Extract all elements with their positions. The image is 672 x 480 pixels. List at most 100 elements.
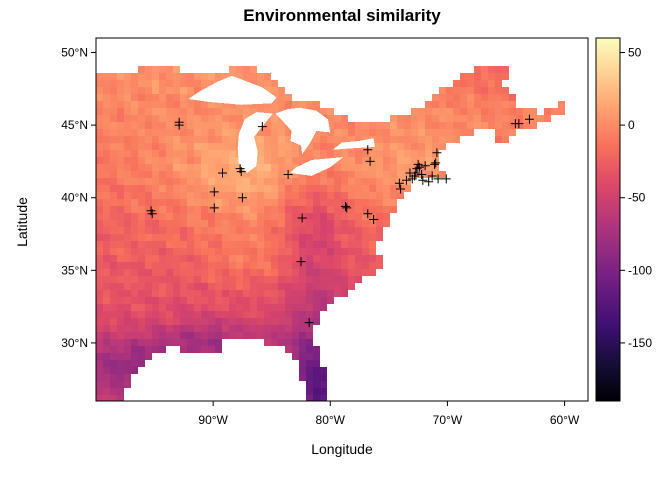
raster-cell	[327, 122, 334, 129]
raster-cell	[96, 304, 103, 311]
raster-cell	[166, 199, 173, 206]
chart-title: Environmental similarity	[243, 6, 441, 25]
raster-cell	[271, 297, 278, 304]
raster-cell	[404, 157, 411, 164]
raster-cell	[250, 178, 257, 185]
raster-cell	[96, 192, 103, 199]
raster-cell	[362, 227, 369, 234]
raster-cell	[208, 199, 215, 206]
raster-cell	[201, 241, 208, 248]
raster-cell	[117, 178, 124, 185]
raster-cell	[187, 304, 194, 311]
raster-cell	[404, 115, 411, 122]
raster-cell	[131, 220, 138, 227]
raster-cell	[341, 213, 348, 220]
raster-cell	[341, 171, 348, 178]
raster-cell	[306, 241, 313, 248]
raster-cell	[201, 143, 208, 150]
raster-cell	[131, 311, 138, 318]
raster-cell	[243, 171, 250, 178]
raster-cell	[194, 115, 201, 122]
raster-cell	[173, 297, 180, 304]
raster-cell	[166, 213, 173, 220]
raster-cell	[96, 283, 103, 290]
raster-cell	[96, 290, 103, 297]
raster-cell	[124, 220, 131, 227]
raster-cell	[138, 66, 145, 73]
raster-cell	[229, 304, 236, 311]
raster-cell	[124, 234, 131, 241]
raster-cell	[173, 325, 180, 332]
raster-cell	[264, 241, 271, 248]
raster-cell	[341, 178, 348, 185]
raster-cell	[117, 269, 124, 276]
raster-cell	[467, 122, 474, 129]
raster-cell	[194, 192, 201, 199]
raster-cell	[453, 108, 460, 115]
y-tick-label: 35°N	[61, 263, 88, 277]
raster-cell	[131, 227, 138, 234]
raster-cell	[117, 276, 124, 283]
raster-cell	[138, 108, 145, 115]
raster-cell	[173, 80, 180, 87]
raster-cell	[159, 262, 166, 269]
raster-cell	[194, 136, 201, 143]
raster-cell	[187, 136, 194, 143]
raster-cell	[530, 122, 537, 129]
raster-cell	[138, 87, 145, 94]
raster-cell	[320, 374, 327, 381]
raster-cell	[173, 171, 180, 178]
raster-cell	[138, 73, 145, 80]
raster-cell	[334, 129, 341, 136]
x-tick-label: 80°W	[316, 413, 346, 427]
raster-cell	[348, 276, 355, 283]
raster-cell	[124, 129, 131, 136]
raster-cell	[96, 143, 103, 150]
raster-cell	[180, 185, 187, 192]
raster-cell	[285, 346, 292, 353]
raster-cell	[271, 234, 278, 241]
raster-cell	[544, 108, 551, 115]
raster-cell	[257, 192, 264, 199]
raster-cell	[264, 178, 271, 185]
raster-cell	[173, 234, 180, 241]
raster-cell	[138, 136, 145, 143]
raster-cell	[306, 213, 313, 220]
raster-cell	[110, 122, 117, 129]
raster-cell	[96, 80, 103, 87]
raster-cell	[418, 157, 425, 164]
raster-cell	[117, 360, 124, 367]
raster-cell	[299, 332, 306, 339]
raster-cell	[131, 325, 138, 332]
raster-cell	[264, 304, 271, 311]
raster-cell	[355, 185, 362, 192]
raster-cell	[117, 283, 124, 290]
raster-cell	[264, 311, 271, 318]
raster-cell	[215, 248, 222, 255]
raster-cell	[278, 290, 285, 297]
raster-cell	[138, 297, 145, 304]
raster-cell	[453, 129, 460, 136]
raster-cell	[103, 178, 110, 185]
raster-cell	[166, 157, 173, 164]
raster-cell	[278, 297, 285, 304]
raster-cell	[236, 311, 243, 318]
raster-cell	[292, 143, 299, 150]
data-point	[405, 168, 415, 178]
raster-cell	[502, 87, 509, 94]
raster-cell	[425, 101, 432, 108]
raster-cell	[467, 94, 474, 101]
raster-cell	[278, 164, 285, 171]
raster-cell	[117, 171, 124, 178]
raster-cell	[383, 164, 390, 171]
raster-cell	[159, 122, 166, 129]
raster-cell	[201, 290, 208, 297]
raster-cell	[334, 115, 341, 122]
raster-cell	[460, 94, 467, 101]
raster-cell	[208, 255, 215, 262]
raster-cell	[278, 339, 285, 346]
raster-cell	[250, 185, 257, 192]
raster-cell	[124, 325, 131, 332]
raster-cell	[313, 388, 320, 395]
raster-cell	[194, 325, 201, 332]
